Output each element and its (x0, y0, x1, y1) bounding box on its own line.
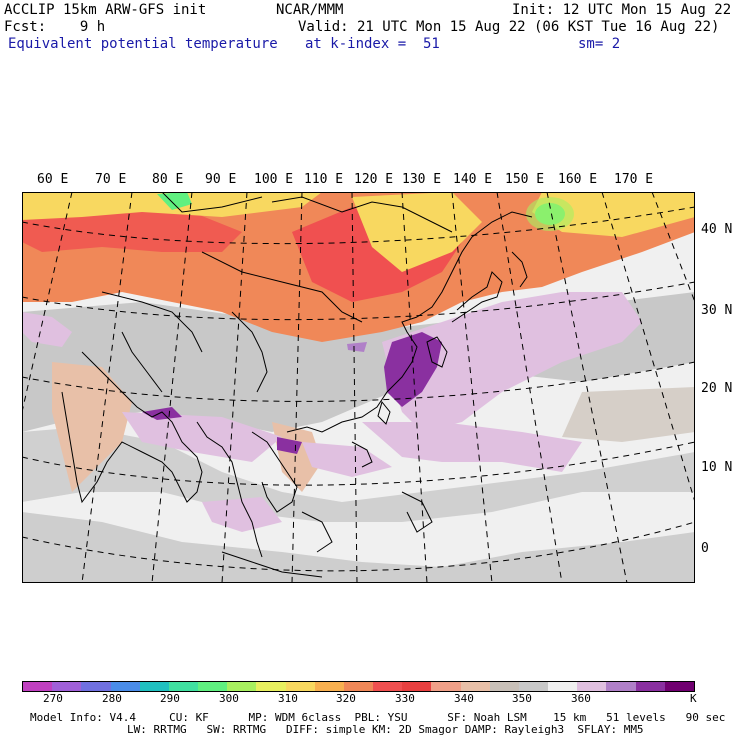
colorbar-swatch (256, 682, 286, 691)
map-frame (22, 192, 695, 583)
lon-label: 170 E (614, 172, 654, 187)
color-bar (22, 681, 695, 692)
purple-region-bay (122, 412, 282, 462)
colorbar-swatch (81, 682, 111, 691)
lon-label: 150 E (505, 172, 545, 187)
lat-label: 20 N (701, 381, 733, 396)
purple-patch-west (22, 312, 72, 347)
colorbar-swatch (139, 682, 169, 691)
colorbar-swatch (373, 682, 403, 691)
lat-label: 30 N (701, 303, 733, 318)
lon-label: 140 E (453, 172, 493, 187)
graticule (22, 192, 695, 583)
purple-region-scs (302, 442, 392, 477)
warm-yellow-center (352, 192, 482, 272)
colorbar-tick: 320 (336, 692, 356, 705)
level-index: at k-index = 51 (305, 36, 440, 52)
colorbar-swatch (431, 682, 461, 691)
smoothing-info: sm= 2 (578, 36, 621, 52)
lon-label: 80 E (152, 172, 184, 187)
colorbar-swatch (314, 682, 344, 691)
valid-time: Valid: 21 UTC Mon 15 Aug 22 (06 KST Tue … (298, 19, 720, 35)
model-title: ACCLIP 15km ARW-GFS init (4, 2, 207, 18)
lat-label: 0 (701, 541, 709, 556)
colorbar-swatch (577, 682, 607, 691)
cool-halo-east (526, 197, 574, 231)
organization: NCAR/MMM (276, 2, 344, 18)
warm-patch-india (52, 362, 132, 492)
cool-patch-north (157, 192, 192, 210)
colorbar-swatch (285, 682, 315, 691)
forecast-hour: Fcst: 9 h (4, 19, 106, 35)
gray-patch-east (562, 387, 695, 442)
model-info-line1: Model Info: V4.4 CU: KF MP: WDM 6class P… (30, 711, 726, 724)
lon-label: 90 E (205, 172, 237, 187)
purple-region-pacific (382, 292, 642, 432)
colorbar-swatch (227, 682, 257, 691)
warm-yellow-east (532, 192, 695, 237)
colorbar-swatch (635, 682, 665, 691)
colorbar-tick: 340 (454, 692, 474, 705)
colorbar-tick: 310 (278, 692, 298, 705)
init-time: Init: 12 UTC Mon 15 Aug 22 (512, 2, 732, 18)
colorbar-tick: 270 (43, 692, 63, 705)
colorbar-swatch (198, 682, 228, 691)
colorbar-swatch (664, 682, 694, 691)
field-title: Equivalent potential temperature (8, 36, 278, 52)
colorbar-swatch (606, 682, 636, 691)
lon-label: 110 E (304, 172, 344, 187)
colorbar-swatch (518, 682, 549, 691)
colorbar-swatch (402, 682, 432, 691)
lon-label: 70 E (95, 172, 127, 187)
colorbar-swatch (489, 682, 519, 691)
lon-label: 130 E (402, 172, 442, 187)
lon-label: 160 E (558, 172, 598, 187)
colorbar-tick: 330 (395, 692, 415, 705)
colorbar-tick: 290 (160, 692, 180, 705)
colorbar-swatch (110, 682, 140, 691)
colorbar-swatch (548, 682, 578, 691)
model-info-line2: LW: RRTMG SW: RRTMG DIFF: simple KM: 2D … (127, 723, 644, 736)
colorbar-unit: K (690, 692, 697, 705)
colorbar-tick: 300 (219, 692, 239, 705)
lon-label: 120 E (354, 172, 394, 187)
lat-label: 10 N (701, 460, 733, 475)
purple-patch-china (347, 342, 367, 352)
colorbar-swatch (343, 682, 374, 691)
colorbar-swatch (23, 682, 53, 691)
lon-label: 60 E (37, 172, 69, 187)
equivalent-potential-temperature-map (22, 192, 695, 583)
colorbar-tick: 360 (571, 692, 591, 705)
colorbar-swatch (168, 682, 199, 691)
gray-band-south (22, 512, 695, 583)
lon-label: 100 E (254, 172, 294, 187)
lat-label: 40 N (701, 222, 733, 237)
purple-region-southeast (362, 422, 582, 472)
colorbar-tick: 280 (102, 692, 122, 705)
purple-region-sumatra (202, 497, 282, 532)
colorbar-swatch (460, 682, 490, 691)
coastlines (61, 192, 533, 578)
colorbar-swatch (52, 682, 82, 691)
colorbar-tick: 350 (512, 692, 532, 705)
